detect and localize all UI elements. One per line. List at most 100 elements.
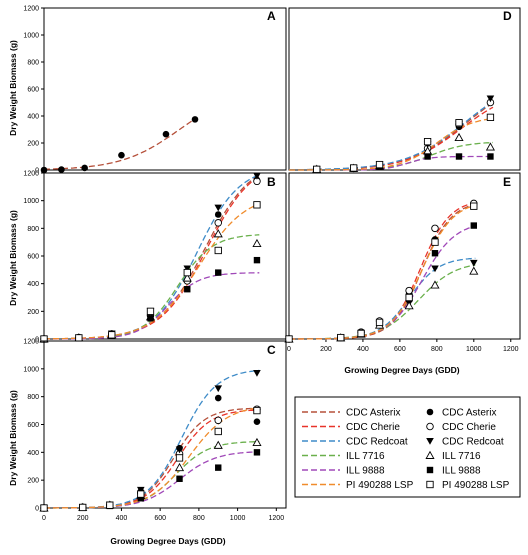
- data-point-cdc-redcoat: [214, 385, 223, 393]
- y-tick-label: 600: [27, 422, 39, 429]
- x-tick-label: 1000: [466, 346, 482, 353]
- legend-line-column: CDC Asterix CDC Cherie CDC Redcoat ILL 7716…: [302, 408, 414, 491]
- fit-curve-cdc-redcoat: [44, 369, 260, 509]
- data-point-cdc-redcoat: [253, 370, 261, 377]
- legend-marker-label: CDC Redcoat: [442, 437, 504, 448]
- data-point-pi-490288-lsp: [455, 119, 463, 127]
- data-point-pi-490288-lsp: [253, 201, 261, 209]
- legend-marker-label: ILL 7716: [442, 451, 481, 462]
- legend-line-label: ILL 9888: [346, 466, 385, 477]
- x-tick-label: 200: [77, 515, 89, 522]
- data-point-pi-490288-lsp: [214, 246, 222, 255]
- legend-marker-label: CDC Asterix: [442, 408, 496, 419]
- panel-label: E: [503, 175, 511, 189]
- legend-marker-swatch: [426, 408, 434, 416]
- data-point-pi-490288-lsp: [183, 268, 191, 277]
- data-point-ill-7716: [404, 301, 414, 310]
- data-point-ill-7716: [469, 266, 479, 275]
- y-tick-label: 0: [35, 337, 39, 344]
- data-point-cdc-cherie: [214, 219, 222, 227]
- legend-line-label: ILL 7716: [346, 451, 385, 462]
- legend-line-label: PI 490288 LSP: [346, 480, 414, 491]
- x-axis-label-c: Growing Degree Days (GDD): [110, 536, 225, 546]
- panel-frame: [43, 340, 287, 509]
- data-point-pi-490288-lsp: [146, 307, 155, 315]
- y-tick-label: 800: [27, 226, 39, 233]
- y-tick-label: 1200: [23, 171, 39, 178]
- data-point-pi-490288-lsp: [357, 329, 365, 338]
- y-tick-label: 200: [27, 309, 39, 316]
- legend-marker-swatch: [426, 438, 434, 445]
- data-point-ill-7716: [485, 142, 495, 151]
- data-point-pi-490288-lsp: [75, 334, 83, 342]
- data-point-ill-7716: [252, 238, 262, 248]
- y-tick-label: 1000: [23, 198, 39, 205]
- data-point-pi-490288-lsp: [431, 238, 439, 246]
- legend-line-label: CDC Asterix: [346, 408, 400, 419]
- data-point-cdc-asterix: [162, 130, 170, 138]
- panel-label: C: [267, 343, 276, 357]
- data-point-ill-9888: [215, 269, 222, 276]
- legend-marker-column: CDC Asterix CDC Cherie CDC Redcoat ILL 7716…: [425, 408, 510, 491]
- data-point-pi-490288-lsp: [375, 160, 384, 169]
- y-tick-label: 200: [27, 141, 39, 148]
- data-point-cdc-redcoat: [431, 265, 439, 273]
- data-point-cdc-redcoat: [183, 265, 192, 273]
- panel-label: B: [267, 175, 276, 189]
- data-point-pi-490288-lsp: [405, 293, 413, 302]
- data-point-ill-9888: [431, 250, 439, 257]
- data-point-ill-9888: [215, 464, 222, 471]
- data-point-ill-7716: [430, 280, 440, 289]
- panel-d: D: [288, 7, 521, 174]
- data-point-pi-490288-lsp: [423, 137, 432, 146]
- x-tick-label: 800: [431, 346, 443, 353]
- y-tick-label: 1200: [23, 6, 39, 13]
- y-tick-label: 0: [35, 506, 39, 513]
- data-point-ill-9888: [253, 449, 261, 456]
- legend-marker-label: ILL 9888: [442, 466, 481, 477]
- legend-marker-swatch: [426, 466, 434, 474]
- panel-label: A: [267, 9, 276, 23]
- y-tick-label: 600: [27, 254, 39, 261]
- fit-curve-cdc-cherie: [44, 409, 260, 509]
- fit-curve-pi-490288-lsp: [44, 203, 260, 340]
- x-tick-label: 600: [394, 346, 406, 353]
- y-tick-label: 400: [27, 114, 39, 121]
- data-point-pi-490288-lsp: [470, 202, 478, 210]
- data-point-cdc-asterix: [81, 164, 88, 172]
- data-point-pi-490288-lsp: [375, 318, 384, 327]
- data-point-cdc-asterix: [191, 116, 199, 123]
- data-point-pi-490288-lsp: [350, 164, 358, 172]
- legend-marker-swatch: [425, 450, 435, 459]
- data-point-pi-490288-lsp: [106, 501, 114, 509]
- x-tick-label: 1200: [503, 346, 519, 353]
- data-point-ill-9888: [137, 495, 144, 502]
- y-tick-label: 400: [27, 281, 39, 288]
- data-point-cdc-redcoat: [470, 259, 478, 267]
- fit-curve-ill-9888: [44, 451, 260, 509]
- y-tick-label: 1200: [23, 339, 39, 346]
- fit-curve-pi-490288-lsp: [44, 407, 260, 509]
- y-tick-label: 1000: [23, 366, 39, 373]
- x-axis-label-e: Growing Degree Days (GDD): [344, 365, 459, 375]
- data-point-pi-490288-lsp: [486, 113, 495, 122]
- data-point-pi-490288-lsp: [285, 335, 293, 343]
- legend-marker-label: PI 490288 LSP: [442, 480, 510, 491]
- x-tick-label: 0: [42, 515, 46, 522]
- x-tick-label: 200: [320, 346, 332, 353]
- data-point-ill-7716: [182, 273, 192, 282]
- y-tick-label: 800: [27, 394, 39, 401]
- panel-frame: [288, 172, 521, 340]
- fit-curve-cdc-cherie: [289, 106, 494, 171]
- data-point-cdc-asterix: [253, 418, 261, 426]
- data-point-pi-490288-lsp: [253, 406, 261, 415]
- data-point-ill-9888: [487, 153, 494, 160]
- data-point-pi-490288-lsp: [313, 165, 321, 173]
- panel-e: 0 200 400 600 800 1000 1200 E: [284, 172, 521, 353]
- y-tick-label: 1000: [23, 33, 39, 40]
- x-tick-label: 400: [116, 515, 128, 522]
- x-tick-label: 0: [287, 346, 291, 353]
- data-point-cdc-redcoat: [137, 486, 145, 494]
- fit-curve-cdc-redcoat: [288, 101, 494, 171]
- y-tick-label: 600: [27, 87, 39, 94]
